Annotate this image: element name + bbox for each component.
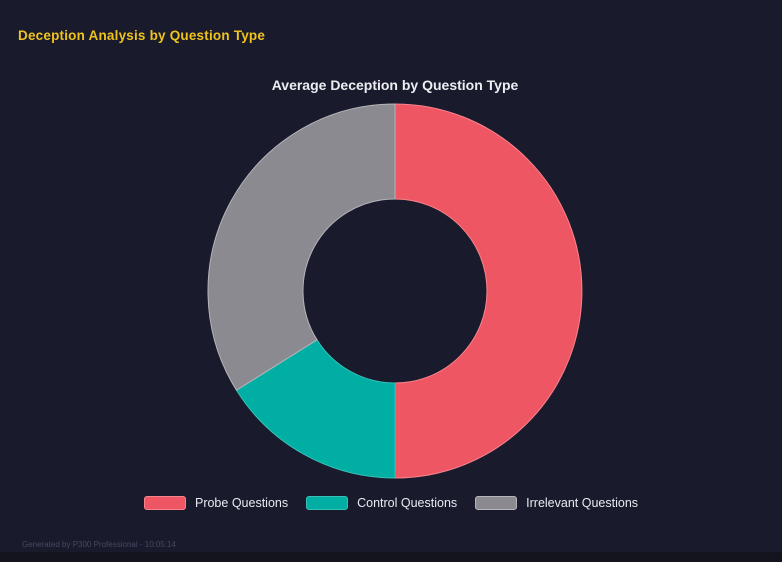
legend-label: Control Questions [357, 496, 458, 510]
footer-note: Generated by P300 Professional - 10:05:1… [22, 540, 176, 549]
chart-title: Average Deception by Question Type [271, 77, 519, 93]
legend-label: Irrelevant Questions [526, 496, 639, 510]
chart-legend: Probe Questions Control Questions Irrele… [0, 496, 782, 510]
legend-swatch-probe [143, 496, 186, 510]
footer-bar [0, 552, 782, 562]
legend-swatch-irrelevant [475, 496, 518, 510]
donut-slice-control-questions[interactable] [235, 339, 396, 479]
legend-item-control-questions[interactable]: Control Questions [306, 496, 457, 510]
donut-slice-probe-questions[interactable] [394, 103, 583, 479]
legend-swatch-control [306, 496, 349, 510]
legend-label: Probe Questions [194, 496, 289, 510]
legend-item-irrelevant-questions[interactable]: Irrelevant Questions [475, 496, 638, 510]
donut-slice-irrelevant-questions[interactable] [207, 103, 396, 391]
report-title: Deception Analysis by Question Type [18, 28, 266, 43]
legend-item-probe-questions[interactable]: Probe Questions [143, 496, 289, 510]
donut-chart[interactable] [205, 101, 585, 481]
